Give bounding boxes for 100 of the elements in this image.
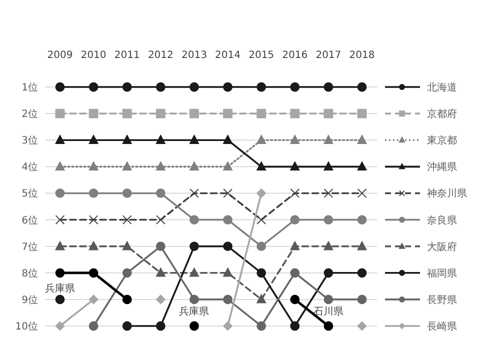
point <box>156 162 166 171</box>
point <box>290 215 300 224</box>
point <box>122 134 132 144</box>
point <box>256 215 266 224</box>
point <box>357 241 367 250</box>
point <box>156 134 166 144</box>
point <box>88 108 98 118</box>
point <box>290 268 300 278</box>
y-tick-label: 6位 <box>22 214 38 226</box>
point <box>324 215 334 224</box>
point <box>290 321 300 331</box>
x-tick-label: 2013 <box>181 50 207 61</box>
legend-label: 東京都 <box>427 134 457 147</box>
legend-label: 京都府 <box>427 108 457 120</box>
point <box>122 294 132 304</box>
point <box>122 215 132 224</box>
point <box>357 134 367 144</box>
point <box>256 294 266 304</box>
point <box>357 188 367 198</box>
point <box>190 268 199 277</box>
x-tick-label: 2009 <box>47 50 73 61</box>
point <box>357 162 367 171</box>
point <box>190 134 199 144</box>
point <box>324 82 334 92</box>
point <box>55 82 65 92</box>
point <box>256 321 266 331</box>
x-tick-label: 2010 <box>80 50 106 61</box>
legend-label: 長崎県 <box>427 320 457 332</box>
point <box>290 134 300 144</box>
x-tick-label: 2011 <box>114 50 140 61</box>
point <box>55 294 65 304</box>
point <box>122 241 132 250</box>
point <box>357 82 367 92</box>
point <box>156 215 166 224</box>
point <box>190 82 199 92</box>
y-tick-label: 7位 <box>22 240 38 253</box>
point <box>55 321 65 331</box>
y-tick-label: 2位 <box>22 108 38 120</box>
legend-label: 福岡県 <box>427 267 457 280</box>
point <box>122 82 132 92</box>
y-tick-label: 5位 <box>22 188 38 200</box>
point <box>88 268 98 278</box>
point <box>290 294 300 304</box>
y-tick-label: 3位 <box>22 134 38 147</box>
point <box>156 108 166 118</box>
point <box>290 162 300 171</box>
point <box>190 321 199 331</box>
annotation: 兵庫県 <box>179 306 210 318</box>
point <box>223 108 232 118</box>
point <box>223 321 232 331</box>
point <box>190 188 199 198</box>
legend-label: 北海道 <box>427 82 457 94</box>
point <box>223 188 232 198</box>
point <box>357 108 367 118</box>
y-tick-label: 1位 <box>22 82 38 94</box>
point <box>223 268 232 277</box>
point <box>122 268 132 278</box>
point <box>88 321 98 331</box>
point <box>55 134 65 144</box>
point <box>357 215 367 224</box>
point <box>190 162 199 171</box>
y-tick-label: 10位 <box>15 320 38 332</box>
x-tick-label: 2016 <box>282 50 308 61</box>
point <box>324 134 334 144</box>
point <box>122 162 132 171</box>
legend-label: 大阪府 <box>427 240 457 253</box>
point <box>190 215 199 224</box>
point <box>357 321 367 331</box>
point <box>190 242 199 252</box>
point <box>88 241 98 250</box>
legend-label: 神奈川県 <box>427 188 467 200</box>
point <box>256 268 266 278</box>
point <box>290 241 300 250</box>
point <box>256 162 266 171</box>
point <box>256 188 266 198</box>
point <box>55 241 65 250</box>
point <box>88 134 98 144</box>
point <box>357 294 367 304</box>
point <box>88 188 98 198</box>
point <box>256 82 266 92</box>
point <box>156 188 166 198</box>
point <box>324 108 334 118</box>
point <box>223 215 232 224</box>
point <box>324 321 334 331</box>
point <box>88 82 98 92</box>
point <box>290 82 300 92</box>
point <box>122 321 132 331</box>
point <box>324 188 334 198</box>
point <box>88 294 98 304</box>
point <box>88 162 98 171</box>
point <box>357 268 367 278</box>
point <box>156 294 166 304</box>
point <box>156 268 166 277</box>
point <box>55 215 65 224</box>
point <box>190 108 199 118</box>
point <box>190 294 199 304</box>
annotation: 石川県 <box>313 306 344 318</box>
x-tick-label: 2014 <box>215 50 241 61</box>
legend-label: 沖縄県 <box>427 161 457 174</box>
y-tick-label: 9位 <box>22 294 38 306</box>
